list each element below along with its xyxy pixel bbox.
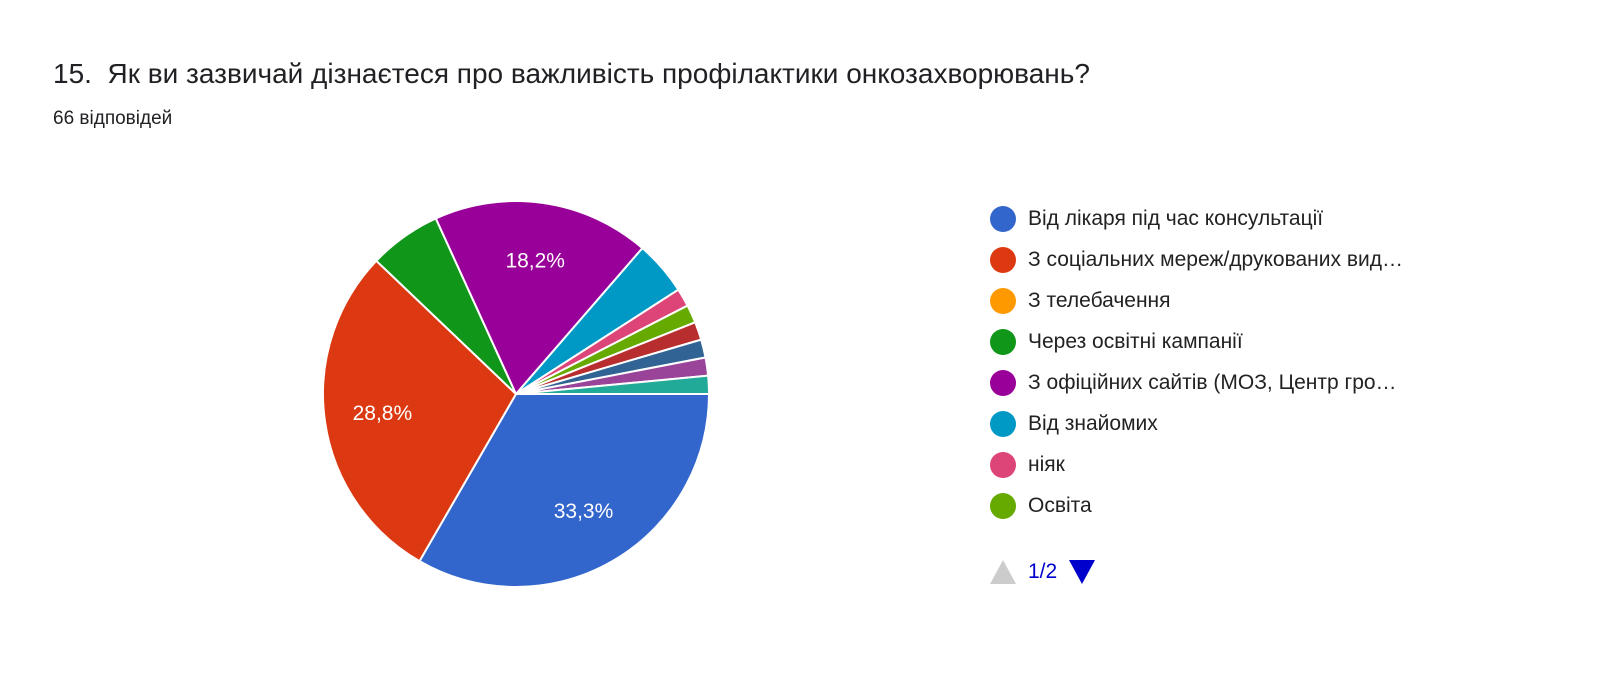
legend-item[interactable]: Освіта xyxy=(990,485,1403,526)
legend-color-dot-icon xyxy=(990,328,1016,355)
legend-color-dot-icon xyxy=(990,410,1016,437)
legend-item[interactable]: Від знайомих xyxy=(990,403,1403,444)
slice-percent-label: 18,2% xyxy=(505,249,565,272)
next-page-icon[interactable] xyxy=(1069,560,1096,584)
legend-label: Освіта xyxy=(1028,493,1092,517)
legend-label: Від знайомих xyxy=(1028,411,1158,435)
legend-label: ніяк xyxy=(1028,452,1065,476)
slice-percent-label: 33,3% xyxy=(554,500,614,523)
legend-item[interactable]: ніяк xyxy=(990,444,1403,485)
legend-item[interactable]: З телебачення xyxy=(990,280,1403,321)
legend-label: З офіційних сайтів (МОЗ, Центр гро… xyxy=(1028,370,1397,394)
legend-color-dot-icon xyxy=(990,492,1016,519)
slice-percent-label: 28,8% xyxy=(353,402,413,425)
pie-slice[interactable] xyxy=(322,259,518,563)
legend-item[interactable]: З офіційних сайтів (МОЗ, Центр гро… xyxy=(990,362,1403,403)
previous-page-icon[interactable] xyxy=(990,560,1016,584)
legend-label: Від лікаря під час консультації xyxy=(1028,206,1324,230)
legend-color-dot-icon xyxy=(990,205,1016,232)
legend-color-dot-icon xyxy=(990,246,1016,273)
question-title: 15. Як ви зазвичай дізнаєтеся про важлив… xyxy=(53,58,1090,89)
legend-item[interactable]: З соціальних мереж/друкованих вид… xyxy=(990,239,1403,280)
legend-label: З телебачення xyxy=(1028,288,1171,312)
response-count: 66 відповідей xyxy=(53,108,173,129)
legend-pager: 1/2 xyxy=(990,560,1096,584)
legend-label: Через освітні кампанії xyxy=(1028,329,1243,353)
legend: Від лікаря під час консультації З соціаль… xyxy=(990,198,1403,526)
pie-slice[interactable] xyxy=(515,374,711,395)
legend-color-dot-icon xyxy=(990,287,1016,314)
legend-label: З соціальних мереж/друкованих вид… xyxy=(1028,247,1403,271)
pie-slice[interactable] xyxy=(418,393,711,588)
pie-chart: 33,3% 28,8% 18,2% xyxy=(322,200,711,588)
legend-item[interactable]: Через освітні кампанії xyxy=(990,321,1403,362)
legend-color-dot-icon xyxy=(990,451,1016,478)
legend-page: 1/2 xyxy=(1028,560,1058,583)
legend-color-dot-icon xyxy=(990,369,1016,396)
pie-slice[interactable] xyxy=(434,200,644,396)
legend-item[interactable]: Від лікаря під час консультації xyxy=(990,198,1403,239)
